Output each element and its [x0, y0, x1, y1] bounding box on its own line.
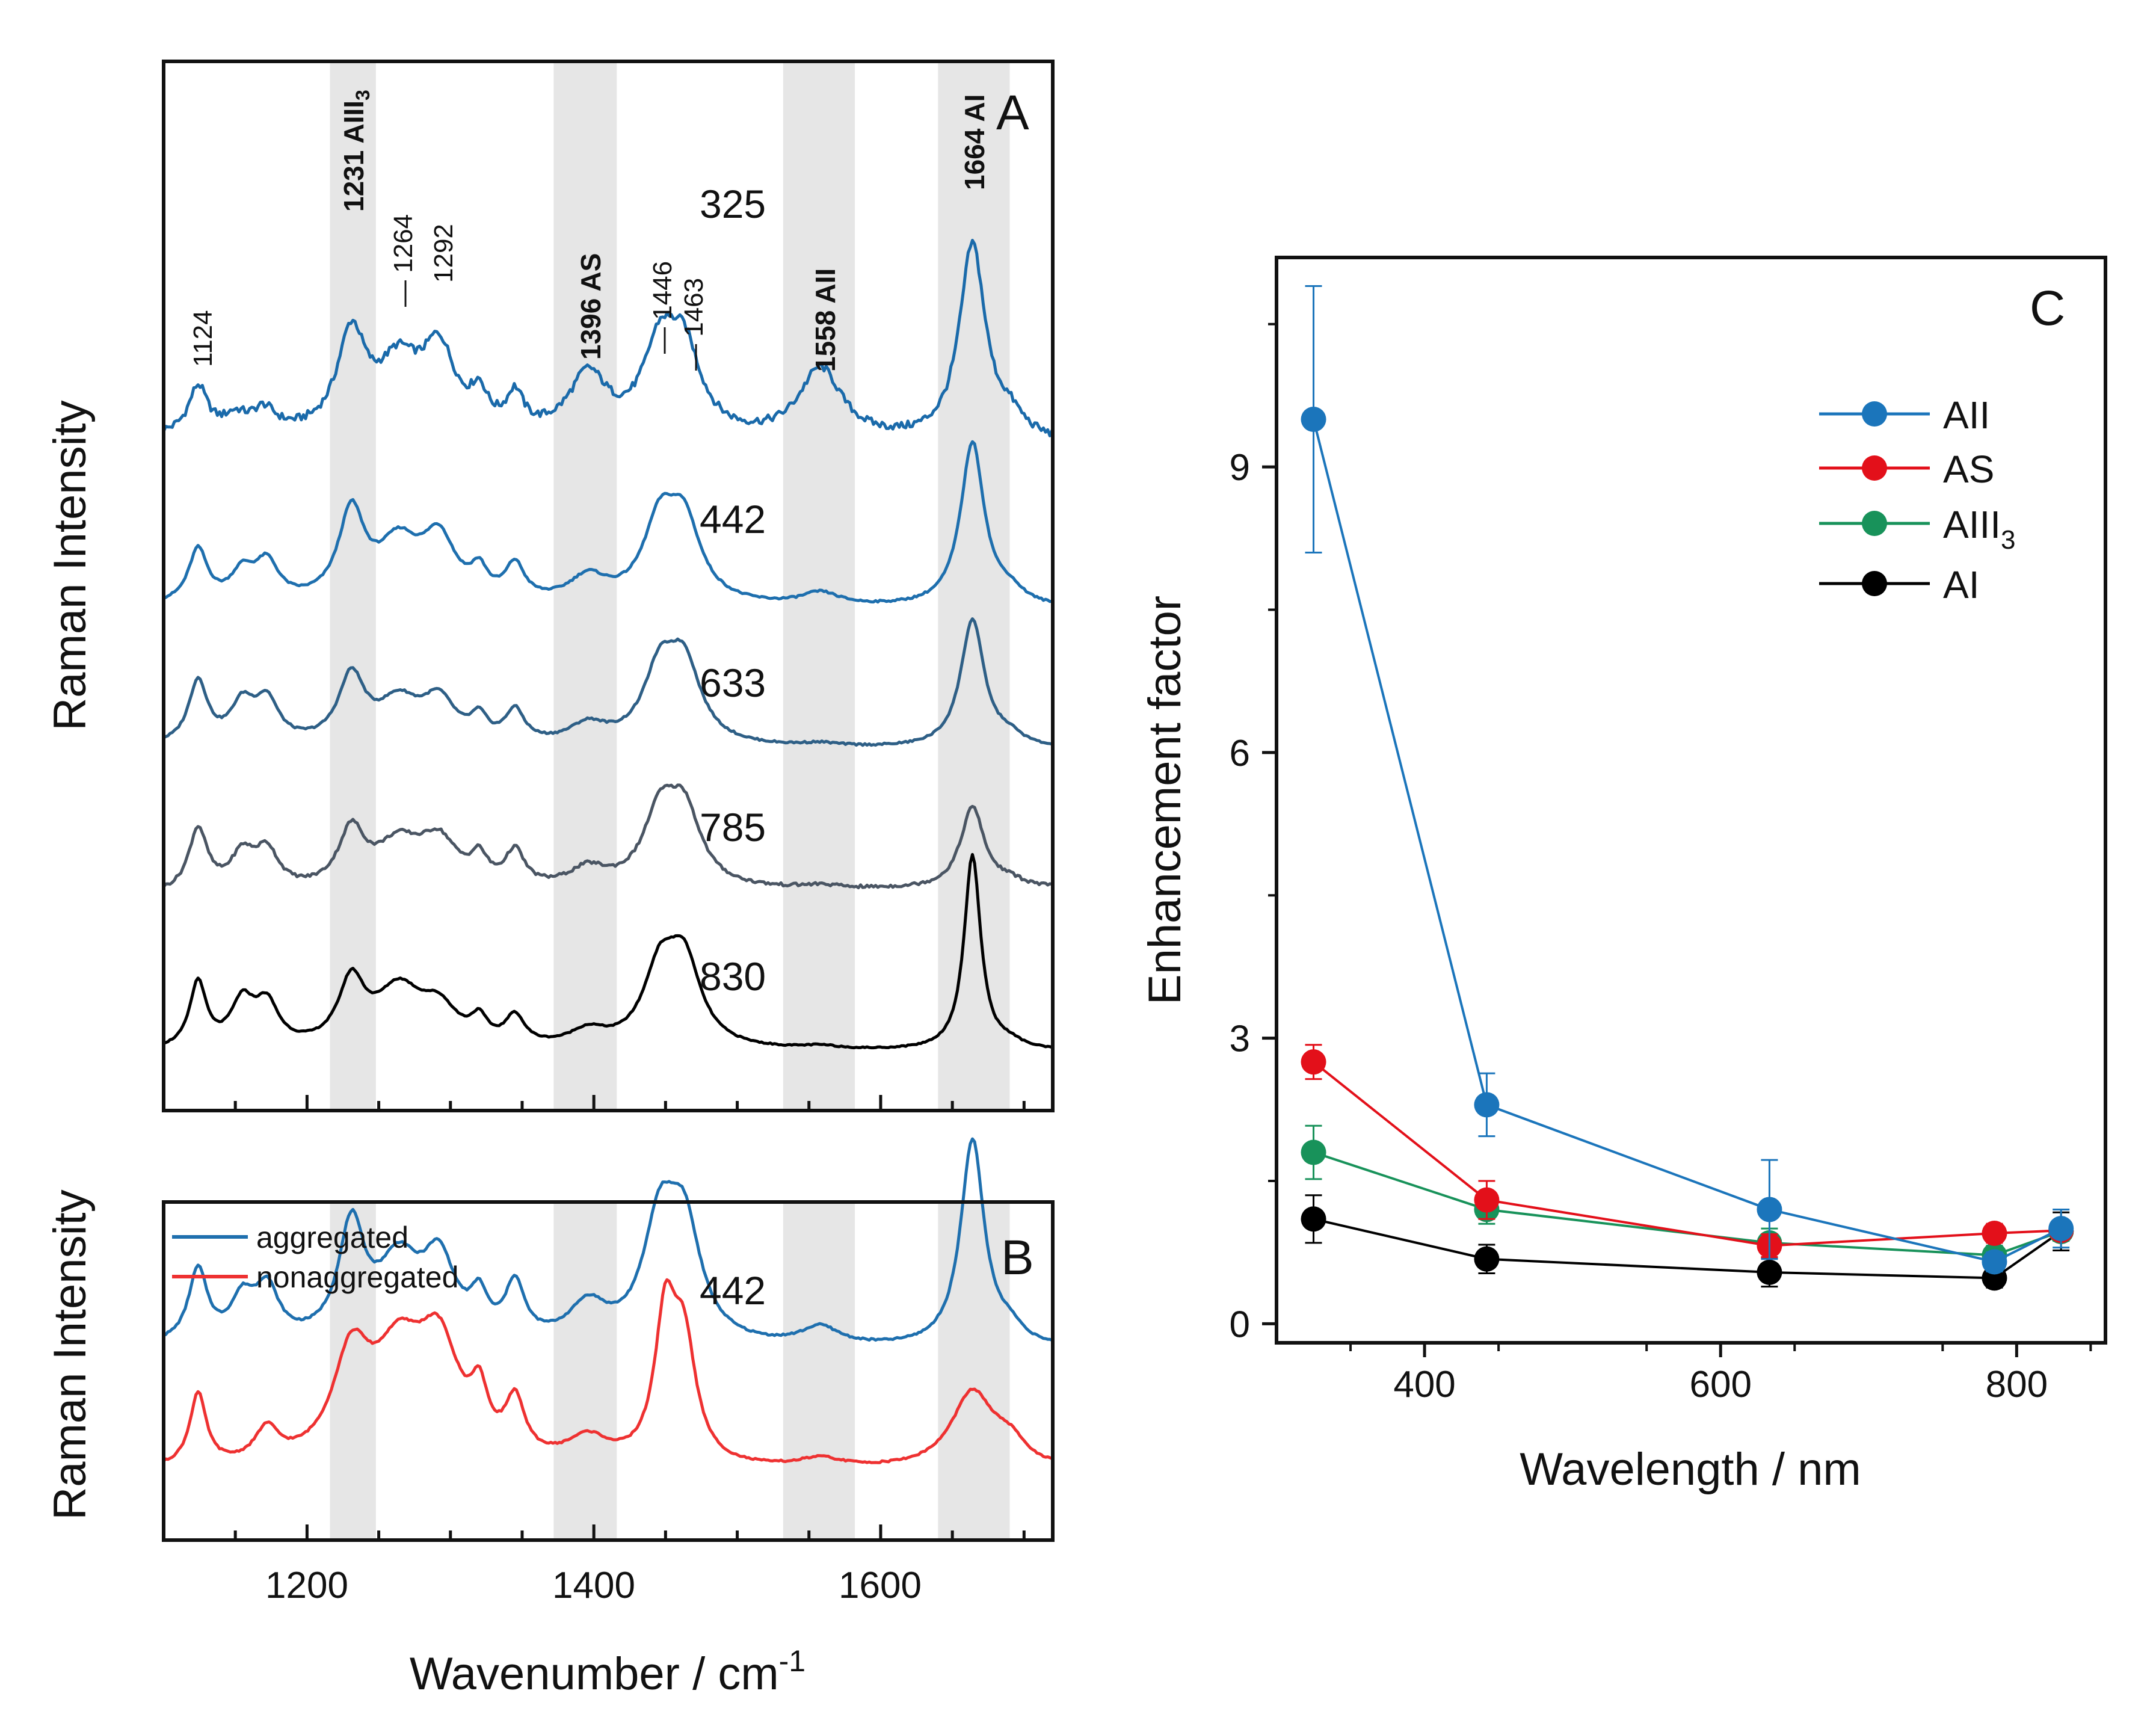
legend-c-aiii3-label: AIII3: [1943, 503, 2016, 555]
band-label-1664: 1664 AI: [959, 94, 990, 190]
panel-b-traces: [162, 1137, 1053, 1464]
point-AIII3-325: [1301, 1139, 1326, 1165]
x-tick-label-1600: 1600: [839, 1565, 922, 1606]
point-AII-442: [1474, 1092, 1500, 1118]
spectrum-633: [162, 617, 1053, 747]
panel-b-trace-label: 442: [700, 1268, 766, 1313]
panel-b-letter: B: [1001, 1230, 1034, 1285]
point-AS-325: [1301, 1049, 1326, 1075]
c-y-tick-label-3: 3: [1230, 1019, 1250, 1060]
c-x-tick-label-400: 400: [1393, 1364, 1455, 1405]
spectrum-aggregated: [162, 1137, 1053, 1342]
panel-c-letter: C: [2030, 281, 2065, 336]
x-tick-label-1400: 1400: [552, 1565, 635, 1606]
point-AII-785: [1982, 1249, 2007, 1275]
panel-a-letter: A: [996, 85, 1029, 140]
legend-c-aii-marker: [1862, 401, 1887, 427]
legend-c-ai-marker: [1862, 571, 1887, 596]
legend-c-aiii3-marker: [1862, 511, 1887, 536]
point-AI-325: [1301, 1206, 1326, 1232]
legend-c-ai-label: AI: [1943, 563, 1979, 606]
panel-a-traces: [162, 239, 1054, 1050]
series-line-AIII3: [1313, 1151, 2062, 1257]
legend-b-aggregated-label: aggregated: [256, 1221, 408, 1254]
panel-b-band-3: [938, 1204, 1010, 1538]
spectrum-nonaggregated: [162, 1278, 1053, 1464]
panel-a-ylabel: Raman Intensity: [45, 400, 96, 730]
panel-b-ylabel: Raman Intensity: [45, 1189, 96, 1520]
peak-label-1264: — 1264: [389, 214, 418, 307]
c-y-tick-label-9: 9: [1230, 447, 1250, 489]
c-y-tick-label-6: 6: [1230, 733, 1250, 774]
point-AII-830: [2048, 1216, 2074, 1242]
peak-label-1124: 1124: [188, 310, 218, 367]
c-x-tick-label-800: 800: [1986, 1364, 2048, 1405]
panel-c: 400 600 800 0 3 6 9 C AII AS AIII3 AI Enhancem…: [1139, 256, 2107, 1495]
point-AII-325: [1301, 407, 1326, 433]
panel-b-bands: [330, 1204, 1010, 1538]
point-AS-785: [1982, 1221, 2007, 1247]
panel-c-ylabel: Enhancement factor: [1139, 596, 1190, 1005]
trace-label-325: 325: [700, 182, 766, 226]
panel-b-ticks: [233, 1524, 1026, 1540]
spectrum-442: [163, 440, 1052, 604]
peak-label-1446: — 1446: [648, 261, 677, 354]
legend-c-as-marker: [1862, 455, 1887, 481]
panel-a-band-2: [783, 63, 855, 1109]
panel-c-frame: [1275, 256, 2107, 1345]
point-AS-442: [1474, 1187, 1500, 1213]
x-tick-label-1200: 1200: [265, 1565, 348, 1606]
panel-a-frame: [162, 60, 1055, 1112]
trace-label-633: 633: [700, 661, 766, 705]
spectrum-325: [162, 239, 1054, 437]
legend-c-as-label: AS: [1943, 448, 1994, 491]
panel-a-bands: [330, 63, 1010, 1109]
c-x-tick-label-600: 600: [1689, 1364, 1751, 1405]
band-label-1558: 1558 AII: [810, 268, 841, 372]
point-AII-633: [1757, 1197, 1782, 1222]
panel-b-band-2: [783, 1204, 855, 1538]
band-label-1231: 1231 AIII3: [338, 90, 374, 212]
panel-a: A 325 442 633 785 830 1231 AIII3 1396 AS…: [45, 60, 1055, 1112]
legend-c-aii-label: AII: [1943, 393, 1990, 437]
x-axis-title: Wavenumber / cm-1: [410, 1644, 805, 1700]
panel-c-plot: [1301, 285, 2074, 1291]
peak-label-1463: — 1463: [679, 278, 709, 371]
panel-a-band-0: [330, 63, 376, 1109]
trace-label-785: 785: [700, 805, 766, 849]
series-line-AI: [1313, 1218, 2062, 1280]
trace-label-442: 442: [700, 497, 766, 541]
trace-label-830: 830: [700, 954, 766, 999]
point-AI-442: [1474, 1246, 1500, 1272]
series-line-AS: [1313, 1061, 2062, 1247]
c-y-tick-label-0: 0: [1230, 1304, 1250, 1345]
spectrum-830: [163, 852, 1053, 1050]
spectrum-785: [162, 783, 1053, 890]
panel-c-ticks: 400 600 800 0 3 6 9: [1230, 322, 2092, 1405]
panel-b-band-1: [553, 1204, 617, 1538]
panel-c-xlabel: Wavelength / nm: [1520, 1444, 1861, 1495]
legend-b-nonaggregated-label: nonaggregated: [256, 1260, 458, 1294]
panel-a-band-3: [938, 63, 1010, 1109]
panel-b-frame: [162, 1200, 1055, 1542]
panel-c-legend: AII AS AIII3 AI: [1819, 393, 2016, 606]
peak-label-1292: 1292: [429, 224, 458, 283]
band-label-1396: 1396 AS: [575, 253, 606, 360]
point-AI-633: [1757, 1259, 1782, 1285]
panel-b: B 442 aggregated nonaggregated Raman Int…: [45, 1137, 1055, 1700]
panel-a-ticks: [233, 1095, 1026, 1111]
